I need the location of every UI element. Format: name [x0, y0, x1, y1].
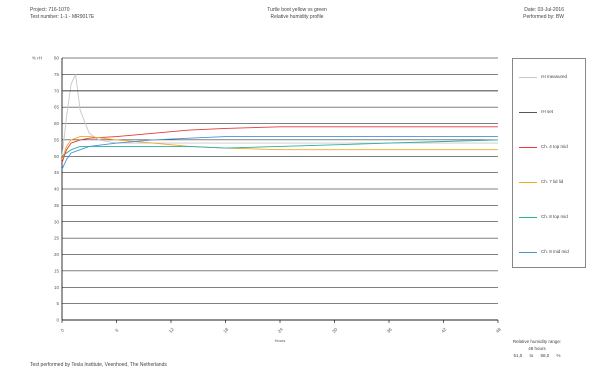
legend-item: rH measured — [519, 73, 583, 81]
project-label: Project: 716-1070 — [30, 7, 70, 13]
axes: 0 5 10 15 20 25 30 35 40 45 50 55 60 65 70 75 80 0 6 12 18 24… — [32, 56, 502, 344]
y-tick-label: 75 — [54, 72, 60, 77]
legend-label: Ch. 8 mid mid — [541, 248, 569, 254]
range-values: 51,0 to 58,0 % — [492, 352, 582, 359]
legend-item: Ch. 8 top mid — [519, 213, 583, 221]
legend-label: Ch. 8 top mid — [541, 213, 568, 219]
y-tick-label: 5 — [56, 301, 59, 306]
legend-swatch — [519, 76, 537, 78]
chart-title-line1: Turtle boot yellow vs green — [267, 7, 327, 13]
series-lines — [61, 73, 499, 170]
x-tick-label: 18 — [222, 326, 229, 333]
x-tick-label: 36 — [386, 326, 393, 333]
series-line-ch-7-lid-lid — [61, 136, 498, 160]
legend-swatch — [519, 181, 537, 183]
legend-swatch — [519, 111, 537, 113]
performed-by-label: Performed by: BW — [523, 14, 564, 20]
legend-swatch — [519, 216, 537, 218]
series-line-rh-measured — [61, 73, 498, 157]
range-to-word: to — [529, 353, 534, 358]
chart-title-line2: Relative humidity profile — [270, 14, 324, 20]
y-axis-title: % rH — [32, 56, 42, 61]
range-unit: % — [556, 353, 561, 358]
y-tick-label: 40 — [54, 187, 60, 192]
y-tick-label: 65 — [54, 105, 60, 110]
y-tick-label: 30 — [54, 219, 60, 224]
header-right: Date: 03-Jul-2016 Performed by: BW — [523, 7, 564, 21]
legend-item: Ch. 8 mid mid — [519, 248, 583, 256]
x-tick-label: 24 — [277, 326, 284, 333]
series-line-ch-4-top-mid — [61, 126, 498, 163]
header-center: Turtle boot yellow vs green Relative hum… — [0, 7, 594, 21]
y-tick-label: 55 — [54, 137, 60, 142]
legend-label: rH set — [541, 108, 554, 114]
legend: rH measured rH set Ch. 4 top mid Ch. 7 lid … — [512, 58, 586, 268]
x-tick-label: 0 — [60, 327, 66, 333]
legend-item: Ch. 4 top mid — [519, 143, 583, 151]
x-tick-label: 12 — [168, 326, 175, 333]
y-tick-label: 45 — [54, 170, 60, 175]
y-tick-label: 0 — [56, 318, 59, 323]
date-label: Date: 03-Jul-2016 — [524, 7, 564, 13]
header-left: Project: 716-1070 Test number: 1-1 - MR9… — [30, 7, 94, 21]
x-tick-label: 30 — [331, 326, 338, 333]
y-tick-label: 60 — [54, 121, 60, 126]
y-tick-label: 35 — [54, 203, 60, 208]
x-tick-label: 42 — [440, 326, 447, 333]
range-to: 58,0 — [540, 353, 550, 358]
y-tick-label: 50 — [54, 154, 60, 159]
test-number-label: Test number: 1-1 - MR9017E — [30, 14, 95, 20]
y-tick-label: 20 — [54, 252, 60, 257]
y-tick-label: 25 — [54, 236, 60, 241]
y-tick-label: 80 — [54, 56, 60, 61]
y-tick-label: 15 — [54, 268, 60, 273]
legend-swatch — [519, 146, 537, 148]
legend-item: rH set — [519, 108, 583, 116]
x-axis-title: Hours — [275, 338, 286, 343]
range-title: Relative humidity range: — [512, 339, 562, 344]
series-line-ch-8-mid-mid — [61, 136, 498, 170]
x-tick-label: 6 — [114, 327, 120, 333]
legend-item: Ch. 7 lid lid — [519, 178, 583, 186]
humidity-range-box: Relative humidity range: 48 hours 51,0 t… — [492, 338, 582, 359]
range-from: 51,0 — [513, 353, 523, 358]
footer-text: Test performed by Tesla Institute, Veenh… — [30, 362, 167, 368]
legend-label: Ch. 7 lid lid — [541, 178, 564, 184]
range-hours: 48 hours — [528, 346, 546, 351]
legend-label: rH measured — [541, 73, 568, 79]
y-tick-label: 10 — [54, 285, 60, 290]
grid — [62, 57, 498, 321]
legend-swatch — [519, 251, 537, 253]
legend-label: Ch. 4 top mid — [541, 143, 568, 149]
y-tick-label: 70 — [54, 88, 60, 93]
x-tick-label: 48 — [495, 326, 502, 333]
series-line-ch-8-top-mid — [61, 139, 499, 157]
